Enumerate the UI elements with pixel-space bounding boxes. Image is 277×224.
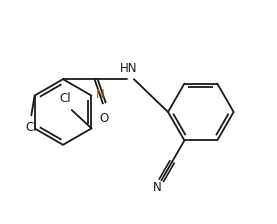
Text: Cl: Cl bbox=[59, 93, 71, 106]
Text: Cl: Cl bbox=[25, 121, 37, 134]
Text: N: N bbox=[96, 88, 105, 101]
Text: HN: HN bbox=[120, 62, 137, 75]
Text: N: N bbox=[153, 181, 161, 194]
Text: O: O bbox=[100, 112, 109, 125]
